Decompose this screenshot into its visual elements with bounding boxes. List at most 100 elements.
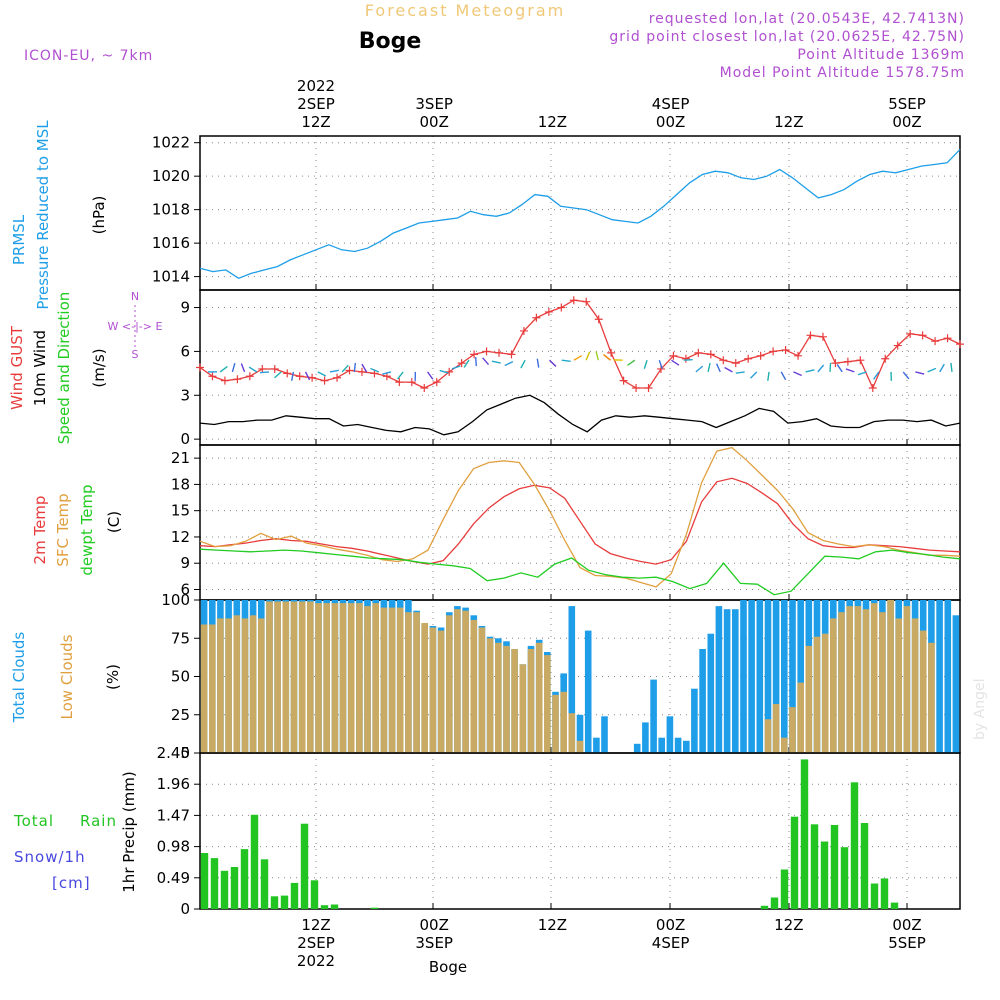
bar-clouds xyxy=(396,607,404,753)
wind-direction-arrow xyxy=(627,359,636,366)
gust-marker xyxy=(906,329,915,338)
bar-clouds xyxy=(470,619,478,753)
ytick-label-wind: 0 xyxy=(180,430,190,448)
credit-watermark: by Angel xyxy=(972,679,988,740)
bar-clouds xyxy=(503,645,510,753)
footer-location: Boge xyxy=(429,958,467,976)
bar-clouds xyxy=(601,716,608,753)
wind-direction-arrow xyxy=(504,361,514,367)
bar-precipitation xyxy=(850,782,859,909)
bar-clouds xyxy=(732,609,739,753)
gust-marker xyxy=(532,313,541,322)
time-label-top: 00Z xyxy=(420,113,449,131)
bar-clouds xyxy=(372,603,379,753)
bar-clouds xyxy=(854,606,862,753)
bar-clouds xyxy=(217,618,224,753)
bar-precipitation xyxy=(760,905,769,909)
gust-marker xyxy=(831,359,840,368)
wind-direction-arrow xyxy=(845,368,855,373)
time-label-bottom: 5SEP xyxy=(888,934,926,952)
bar-clouds xyxy=(715,606,723,753)
gust-marker xyxy=(245,372,254,381)
gust-marker xyxy=(507,350,516,359)
gust-marker xyxy=(470,350,479,359)
gust-marker xyxy=(893,341,902,350)
bar-clouds xyxy=(478,627,486,753)
wind-direction-arrow xyxy=(603,353,611,361)
bar-precipitation xyxy=(280,895,289,909)
bar-clouds xyxy=(919,630,927,753)
wind-direction-arrow xyxy=(561,359,571,362)
bar-clouds xyxy=(650,679,657,753)
pressure-label-long: Pressure Reduced to MSL xyxy=(34,120,52,310)
gust-marker xyxy=(308,373,317,382)
ytick-label-clouds: 75 xyxy=(171,629,190,647)
time-label-bottom: 2022 xyxy=(297,952,335,970)
bar-clouds xyxy=(633,743,641,753)
bar-clouds xyxy=(813,636,821,753)
bar-clouds xyxy=(658,737,665,753)
pressure-unit: (hPa) xyxy=(90,196,108,235)
gust-marker xyxy=(333,373,342,382)
bar-clouds xyxy=(764,600,772,753)
panel-frame-precipitation xyxy=(199,752,961,910)
series-line-wind-1 xyxy=(199,394,961,436)
wind-direction-arrow xyxy=(451,365,461,370)
gust-marker xyxy=(457,359,466,368)
wind-direction-arrow xyxy=(397,371,404,380)
bar-clouds xyxy=(258,618,265,753)
bar-clouds xyxy=(307,601,314,753)
bar-clouds xyxy=(862,609,870,753)
bar-precipitation xyxy=(250,814,259,909)
gust-marker xyxy=(719,356,728,365)
wind-10m-label: 10m Wind xyxy=(31,330,49,406)
series-line-temperature-2 xyxy=(199,548,961,596)
bar-clouds xyxy=(274,601,281,753)
bar-precipitation xyxy=(230,867,239,909)
bar-clouds xyxy=(707,633,715,753)
bar-clouds xyxy=(290,601,298,753)
wind-direction-arrow xyxy=(585,351,591,361)
time-label-top: 2SEP xyxy=(297,95,335,113)
bar-clouds xyxy=(429,627,437,753)
ytick-label-temperature: 6 xyxy=(180,580,190,598)
bar-precipitation xyxy=(870,883,879,909)
bar-clouds xyxy=(838,612,845,753)
bar-precipitation xyxy=(820,841,829,909)
gust-marker xyxy=(868,383,877,392)
bar-clouds xyxy=(544,655,551,753)
time-label-bottom: 4SEP xyxy=(652,934,690,952)
bar-precipitation xyxy=(300,823,309,909)
gust-marker xyxy=(196,363,204,372)
wind-direction-arrow xyxy=(749,371,758,379)
bar-precipitation xyxy=(290,882,299,909)
bar-clouds xyxy=(821,633,829,753)
wind-direction-arrow xyxy=(927,367,937,373)
precip-cm-label: [cm] xyxy=(52,874,91,892)
bar-clouds xyxy=(789,600,796,753)
bar-precipitation xyxy=(270,896,279,909)
gust-marker xyxy=(208,372,217,381)
bar-precipitation xyxy=(840,847,849,909)
gust-marker xyxy=(781,345,790,354)
temp-unit: (C) xyxy=(105,511,123,533)
gust-marker xyxy=(706,350,715,359)
wind-direction-arrow xyxy=(219,365,228,373)
bar-clouds xyxy=(315,603,322,753)
bar-clouds xyxy=(486,638,494,754)
wind-direction-arrow xyxy=(536,358,540,368)
bar-clouds xyxy=(683,740,690,753)
wind-direction-arrow xyxy=(873,371,880,380)
bar-precipitation xyxy=(330,904,339,909)
bar-clouds xyxy=(936,600,943,753)
gust-marker xyxy=(432,378,441,387)
plot-area: 1014101610181020102203696912151821025507… xyxy=(152,77,964,970)
gust-marker xyxy=(956,340,964,349)
series-line-temperature-0 xyxy=(199,477,961,565)
bar-clouds xyxy=(339,603,347,753)
wind-direction-arrow xyxy=(370,367,380,373)
time-label-bottom: 00Z xyxy=(892,916,921,934)
temp-sfc-label: SFC Temp xyxy=(54,493,72,566)
gust-marker xyxy=(694,348,703,357)
ytick-label-temperature: 21 xyxy=(171,449,190,467)
